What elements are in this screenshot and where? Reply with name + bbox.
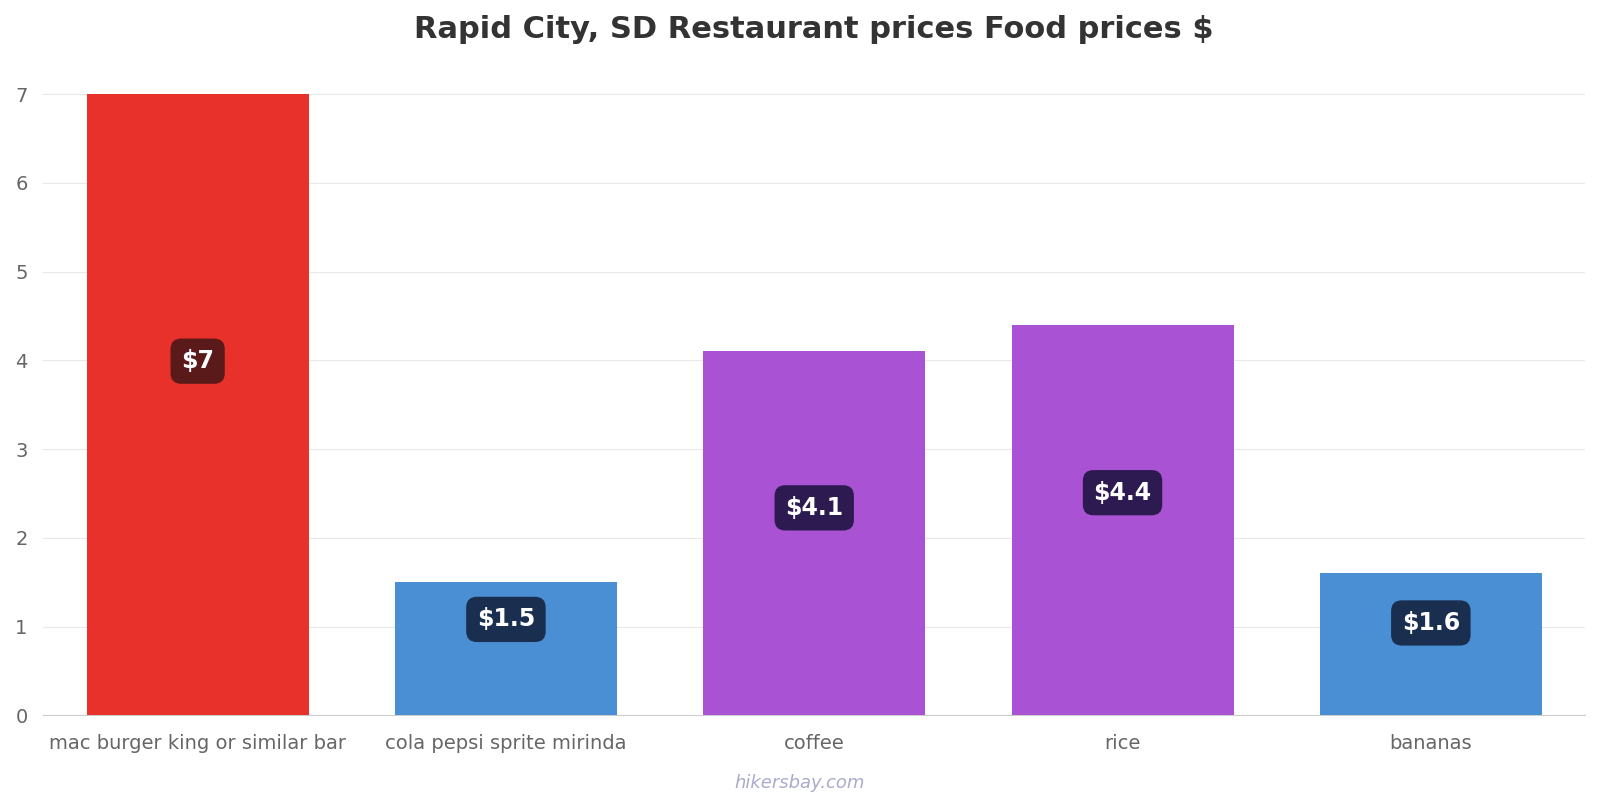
- Bar: [1320, 574, 1542, 715]
- Bar: [1011, 325, 1234, 715]
- Text: $7: $7: [181, 349, 214, 373]
- Bar: [704, 351, 925, 715]
- Title: Rapid City, SD Restaurant prices Food prices $: Rapid City, SD Restaurant prices Food pr…: [414, 15, 1214, 44]
- Text: $4.1: $4.1: [786, 496, 843, 520]
- Text: $1.5: $1.5: [477, 607, 534, 631]
- Bar: [86, 94, 309, 715]
- Bar: [395, 582, 618, 715]
- Text: hikersbay.com: hikersbay.com: [734, 774, 866, 792]
- Text: $1.6: $1.6: [1402, 611, 1459, 635]
- Text: $4.4: $4.4: [1093, 481, 1152, 505]
